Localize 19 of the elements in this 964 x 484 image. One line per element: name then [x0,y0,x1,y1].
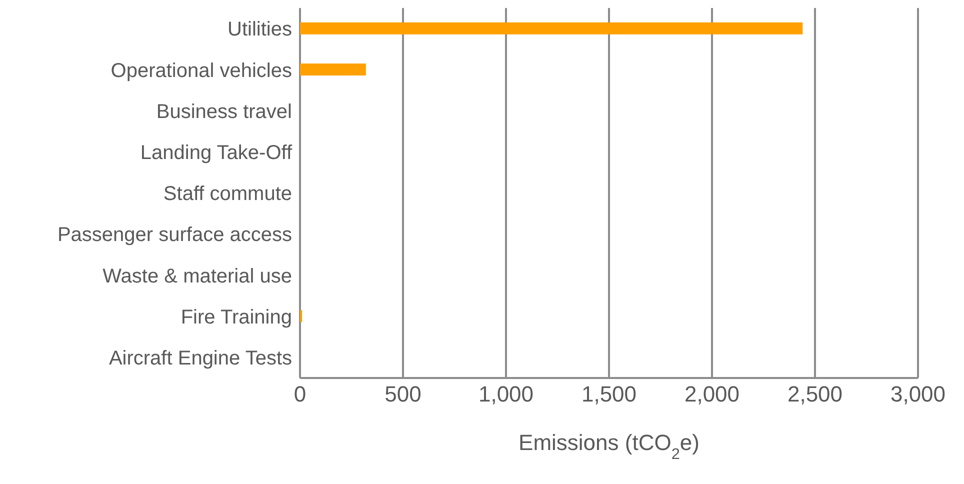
x-tick-label: 1,500 [581,382,637,407]
y-tick-label: Utilities [228,18,292,41]
y-tick-label: Passenger surface access [57,224,292,246]
x-tick-label: 2,000 [684,382,740,407]
x-tick-label: 500 [384,382,422,407]
y-tick-label: Business travel [156,100,292,123]
x-axis-title: Emissions (tCO$_{2}$e) [518,430,700,462]
x-tick-label: 3,000 [890,382,946,407]
x-tick-label: 0 [294,382,306,407]
y-tick-label: Operational vehicles [110,60,292,82]
y-tick-label: Landing Take-Off [140,142,292,164]
x-tick-label: 2,500 [787,382,843,407]
bar [300,64,366,76]
x-tick-label: 1,000 [478,382,534,407]
y-tick-label: Fire Training [180,306,292,328]
y-tick-label: Staff commute [163,183,292,206]
y-tick-label: Waste & material use [102,265,292,288]
bar [300,22,803,34]
y-tick-label: Aircraft Engine Tests [108,348,292,370]
